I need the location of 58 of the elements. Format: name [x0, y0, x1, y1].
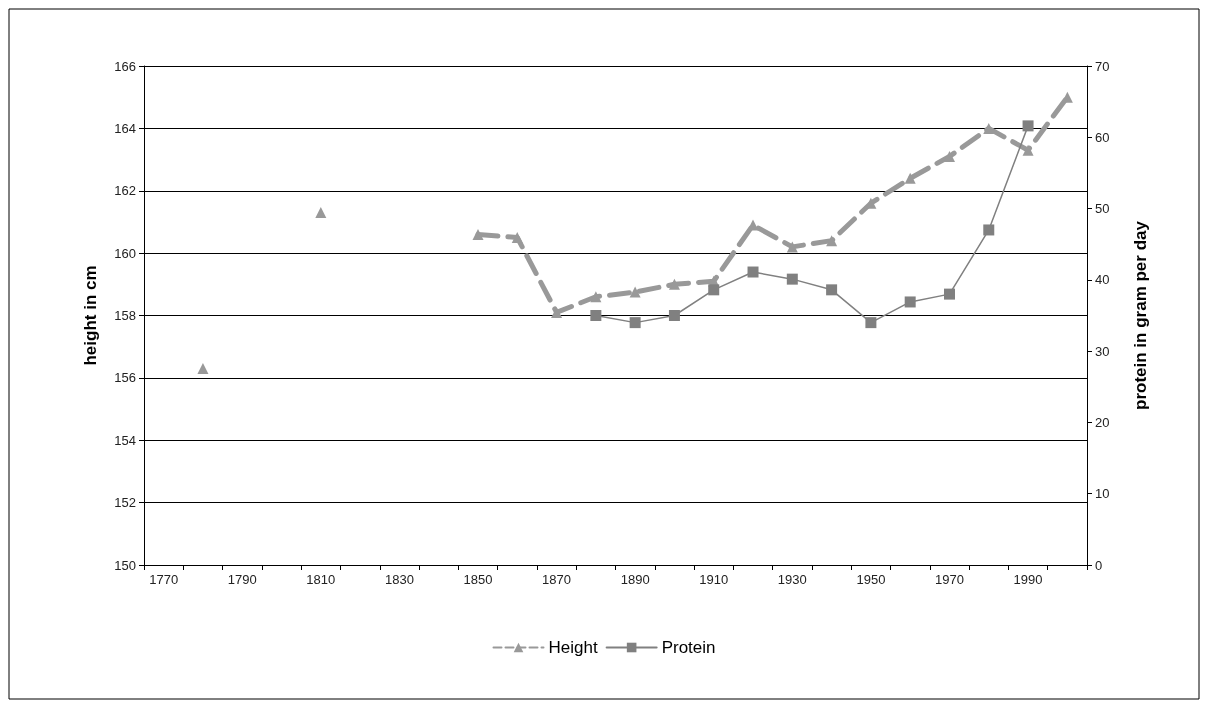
point: [472, 228, 484, 240]
y-tick-label: 164: [114, 120, 136, 136]
point: [551, 306, 563, 318]
point: [904, 296, 916, 308]
x-tick-label: 1990: [1013, 572, 1043, 587]
y-tick-label: 160: [114, 245, 136, 261]
x-tick-label: 1790: [227, 572, 257, 587]
point: [747, 266, 759, 278]
x-tick-label: 1770: [149, 572, 179, 587]
point: [904, 172, 916, 184]
y-tick-label: 156: [114, 370, 136, 386]
point: [943, 288, 955, 300]
point: [826, 284, 838, 296]
point: [511, 232, 523, 244]
y2-tick-label: 40: [1095, 272, 1110, 288]
point: [590, 310, 602, 321]
y2-tick-label: 30: [1095, 343, 1110, 359]
y2-tick-label: 60: [1095, 129, 1110, 145]
point: [786, 273, 798, 285]
point: [668, 278, 680, 290]
x-tick-label: 1930: [777, 572, 807, 587]
point: [590, 291, 602, 303]
x-tick-label: 1890: [620, 572, 650, 587]
y-axis-title: height in cm: [81, 265, 100, 366]
point: [1022, 120, 1034, 132]
y2-tick-label: 0: [1095, 557, 1103, 573]
x-tick-label: 1830: [384, 572, 414, 587]
point: [983, 122, 995, 134]
y-tick-label: 162: [114, 183, 136, 199]
point: [708, 284, 720, 296]
point: [1022, 144, 1034, 156]
y-tick-label: 154: [114, 432, 136, 448]
x-tick-label: 1810: [306, 572, 336, 587]
point: [197, 363, 209, 375]
x-tick-label: 1970: [935, 572, 964, 587]
x-tick-label: 1950: [856, 572, 886, 587]
legend-label: Height: [548, 638, 598, 657]
x-tick-label: 1870: [542, 572, 572, 587]
y2-tick-label: 20: [1095, 414, 1110, 430]
point: [629, 286, 641, 298]
y-tick-label: 158: [114, 308, 136, 323]
point: [315, 207, 327, 219]
y2-tick-label: 10: [1095, 486, 1110, 502]
y2-tick-label: 50: [1095, 201, 1110, 217]
y-tick-label: 150: [114, 557, 136, 573]
point: [668, 310, 680, 321]
x-tick-label: 1850: [463, 572, 493, 587]
y2-tick-label: 70: [1095, 58, 1110, 74]
x-tick-label: 1910: [699, 572, 729, 587]
point: [629, 317, 641, 329]
point: [786, 241, 798, 253]
legend-label: Protein: [661, 638, 716, 657]
point: [983, 224, 995, 236]
y-tick-label: 152: [114, 495, 136, 511]
point: [865, 317, 877, 329]
y-tick-label: 166: [114, 58, 136, 74]
y2-axis-title: protein in gram per day: [1131, 220, 1150, 410]
point: [826, 235, 838, 247]
